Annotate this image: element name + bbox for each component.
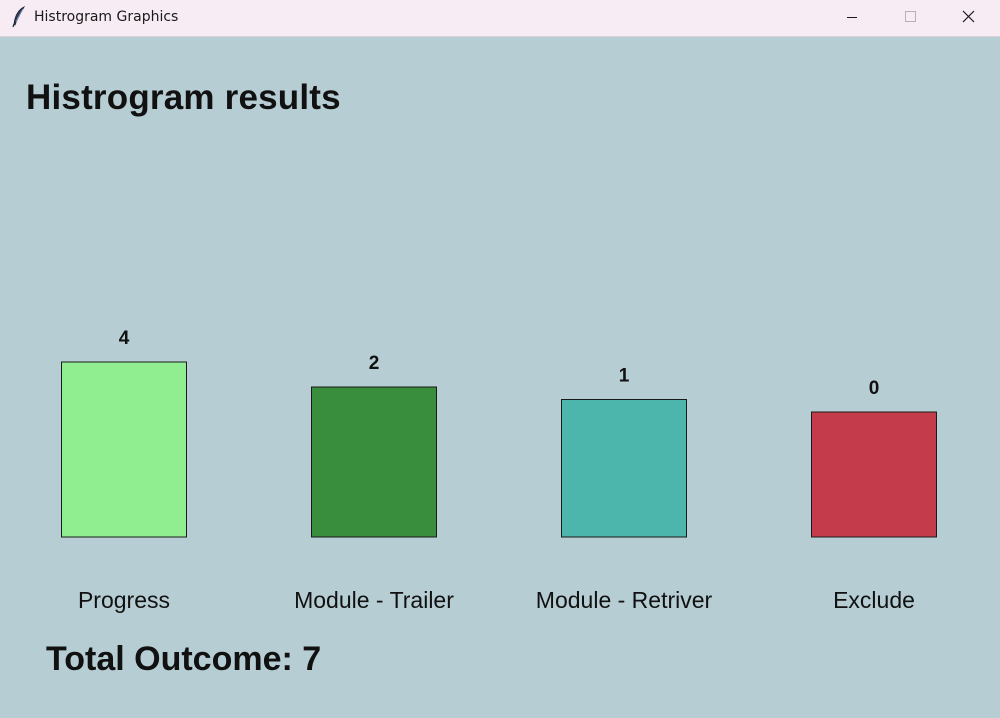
bar-value-label: 2 <box>369 353 380 374</box>
title-bar[interactable]: Histrogram Graphics <box>0 0 1000 37</box>
maximize-button[interactable] <box>881 0 939 36</box>
bar-1 <box>311 386 437 538</box>
minimize-button[interactable] <box>823 0 881 36</box>
feather-icon <box>12 6 26 28</box>
bar-3 <box>811 411 937 538</box>
close-button[interactable] <box>939 0 1000 36</box>
page-title: Histrogram results <box>26 78 341 117</box>
bar-value-label: 0 <box>869 378 880 399</box>
category-label: Progress <box>78 587 170 613</box>
bar-value-label: 1 <box>619 366 630 387</box>
total-outcome: Total Outcome: 7 <box>46 640 322 678</box>
minimize-icon <box>847 17 857 18</box>
bar-0 <box>61 361 187 538</box>
category-label: Module - Trailer <box>294 587 454 613</box>
bar-2 <box>561 399 687 538</box>
maximize-icon <box>905 11 916 22</box>
window-title: Histrogram Graphics <box>34 9 179 25</box>
bar-value-label: 4 <box>119 328 130 349</box>
histogram-chart: 4 Progress 2 Module - Trailer 1 Module - Retr… <box>61 328 937 613</box>
category-label: Module - Retriver <box>536 587 713 613</box>
close-icon <box>962 10 975 23</box>
category-label: Exclude <box>833 587 915 613</box>
